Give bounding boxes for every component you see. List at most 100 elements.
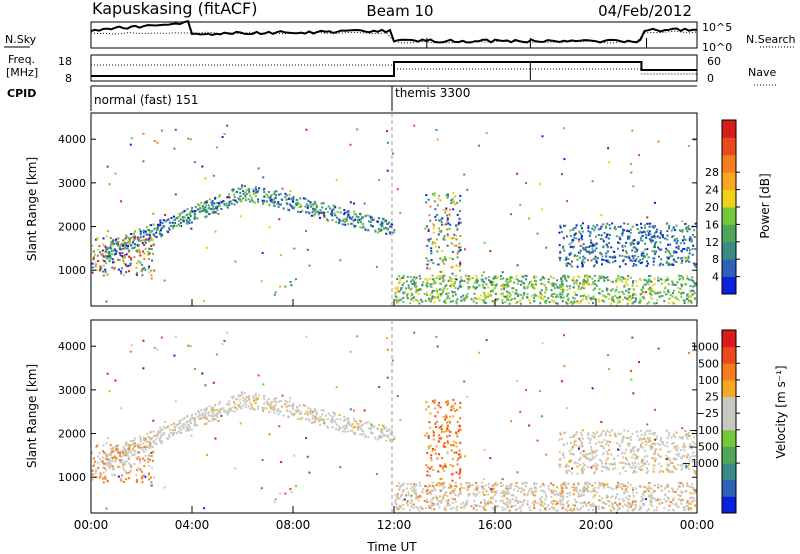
power-cell <box>622 292 625 295</box>
power-cell <box>472 286 475 289</box>
velocity-cell <box>491 496 494 498</box>
velocity-cell <box>663 507 666 510</box>
velocity-cell <box>688 506 690 509</box>
velocity-cell <box>130 465 133 468</box>
power-cell <box>593 229 596 232</box>
power-cell <box>142 229 145 232</box>
power-cell <box>304 197 307 200</box>
velocity-cell <box>445 499 448 502</box>
power-cell <box>156 228 159 231</box>
power-cell <box>428 240 431 243</box>
velocity-cell <box>491 497 494 500</box>
power-cell <box>577 275 580 278</box>
power-cell <box>584 248 587 251</box>
power-cell <box>139 239 142 242</box>
power-cell <box>622 228 625 231</box>
power-cell <box>459 282 462 285</box>
velocity-cell <box>397 506 400 509</box>
velocity-cell <box>693 471 696 473</box>
velocity-cell <box>399 485 402 488</box>
power-cell <box>402 300 405 303</box>
velocity-cell <box>147 460 150 463</box>
power-cell <box>692 285 695 288</box>
velocity-cell <box>117 448 120 451</box>
velocity-cell <box>539 509 542 512</box>
velocity-cell <box>139 461 142 464</box>
velocity-cell <box>370 423 373 426</box>
velocity-cell <box>431 485 434 487</box>
velocity-cell <box>371 432 374 435</box>
power-cell <box>419 287 421 290</box>
power-cell <box>413 276 416 279</box>
velocity-cell <box>180 428 182 431</box>
velocity-cell <box>147 474 150 477</box>
power-cell <box>560 286 563 289</box>
velocity-cell <box>605 503 608 505</box>
power-cell <box>440 221 443 224</box>
power-cell <box>447 292 450 295</box>
velocity-cell <box>579 451 582 454</box>
velocity-cell <box>692 492 695 495</box>
power-cell <box>453 284 456 287</box>
velocity-cell <box>676 488 679 491</box>
velocity-cell <box>621 441 624 444</box>
power-cell <box>535 280 538 282</box>
power-cell <box>561 293 564 296</box>
velocity-cell <box>655 448 658 450</box>
power-cell <box>621 244 624 247</box>
power-colorbar-label: Power [dB] <box>758 173 772 238</box>
velocity-cell <box>446 404 449 406</box>
velocity-cell <box>666 463 669 466</box>
power-cell <box>502 277 505 280</box>
velocity-cell <box>533 506 536 509</box>
velocity-cell <box>213 414 216 417</box>
power-cell <box>139 251 141 254</box>
nave-tick-top: 60 <box>707 55 721 68</box>
velocity-cell <box>653 509 656 512</box>
velocity-cell <box>431 498 433 501</box>
power-cell <box>509 276 512 279</box>
velocity-cell <box>443 506 446 509</box>
velocity-cell <box>505 493 508 496</box>
power-cell <box>187 221 190 224</box>
velocity-cell <box>432 438 435 441</box>
power-cell <box>499 284 502 287</box>
power-cell <box>653 250 656 253</box>
velocity-cell <box>649 495 652 498</box>
power-cell <box>615 288 618 291</box>
power-cell <box>314 212 317 215</box>
power-cell <box>565 256 568 259</box>
velocity-cell <box>102 481 105 484</box>
power-cell <box>415 289 418 292</box>
velocity-cell <box>349 408 352 411</box>
power-cell <box>531 283 534 286</box>
power-cell <box>391 152 394 155</box>
velocity-cell <box>378 436 381 439</box>
power-cell <box>160 129 163 132</box>
velocity-cell <box>415 505 418 508</box>
velocity-cell <box>457 430 460 433</box>
power-cell <box>173 147 176 150</box>
velocity-cell <box>578 494 581 497</box>
velocity-cell <box>314 418 317 420</box>
velocity-cell <box>473 488 476 491</box>
power-cell <box>102 259 105 262</box>
power-cell <box>615 277 618 280</box>
power-cell <box>570 241 573 244</box>
power-cell <box>446 197 449 199</box>
power-cell <box>106 272 109 275</box>
power-cell <box>646 216 649 219</box>
velocity-cell <box>680 500 682 503</box>
velocity-cell <box>111 448 114 451</box>
velocity-cell <box>385 439 388 442</box>
velocity-cell <box>305 410 308 413</box>
power-cell <box>562 296 565 299</box>
power-cell <box>435 277 438 280</box>
power-cell <box>316 211 319 213</box>
power-cell <box>273 198 276 201</box>
power-cell <box>105 262 108 265</box>
velocity-cell <box>456 435 459 438</box>
power-cell <box>399 288 402 291</box>
velocity-cell <box>444 446 447 448</box>
power-cell <box>660 282 663 285</box>
